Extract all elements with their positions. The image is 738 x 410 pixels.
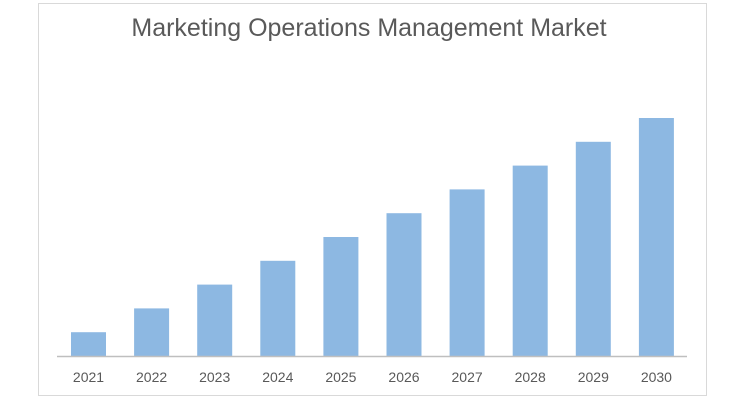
bar-2029 <box>575 141 611 356</box>
chart-frame <box>38 3 707 396</box>
bar-2027 <box>449 189 485 356</box>
bar-2023 <box>197 284 233 356</box>
x-tick-label: 2028 <box>515 369 546 385</box>
bar-2025 <box>323 237 359 356</box>
x-tick-label: 2023 <box>199 369 230 385</box>
chart-title: Marketing Operations Management Market <box>131 14 607 42</box>
x-tick-label: 2027 <box>452 369 483 385</box>
x-tick-label: 2030 <box>641 369 672 385</box>
x-tick-label: 2021 <box>73 369 104 385</box>
bar-2030 <box>638 118 674 356</box>
x-tick-label: 2029 <box>578 369 609 385</box>
bar-2026 <box>386 213 422 356</box>
bar-2028 <box>512 165 548 356</box>
x-tick-label: 2026 <box>388 369 419 385</box>
bar-2022 <box>134 308 170 356</box>
x-tick-label: 2022 <box>136 369 167 385</box>
x-tick-label: 2025 <box>325 369 356 385</box>
bar-2024 <box>260 260 296 356</box>
bar-2021 <box>71 332 106 356</box>
x-tick-label: 2024 <box>262 369 293 385</box>
